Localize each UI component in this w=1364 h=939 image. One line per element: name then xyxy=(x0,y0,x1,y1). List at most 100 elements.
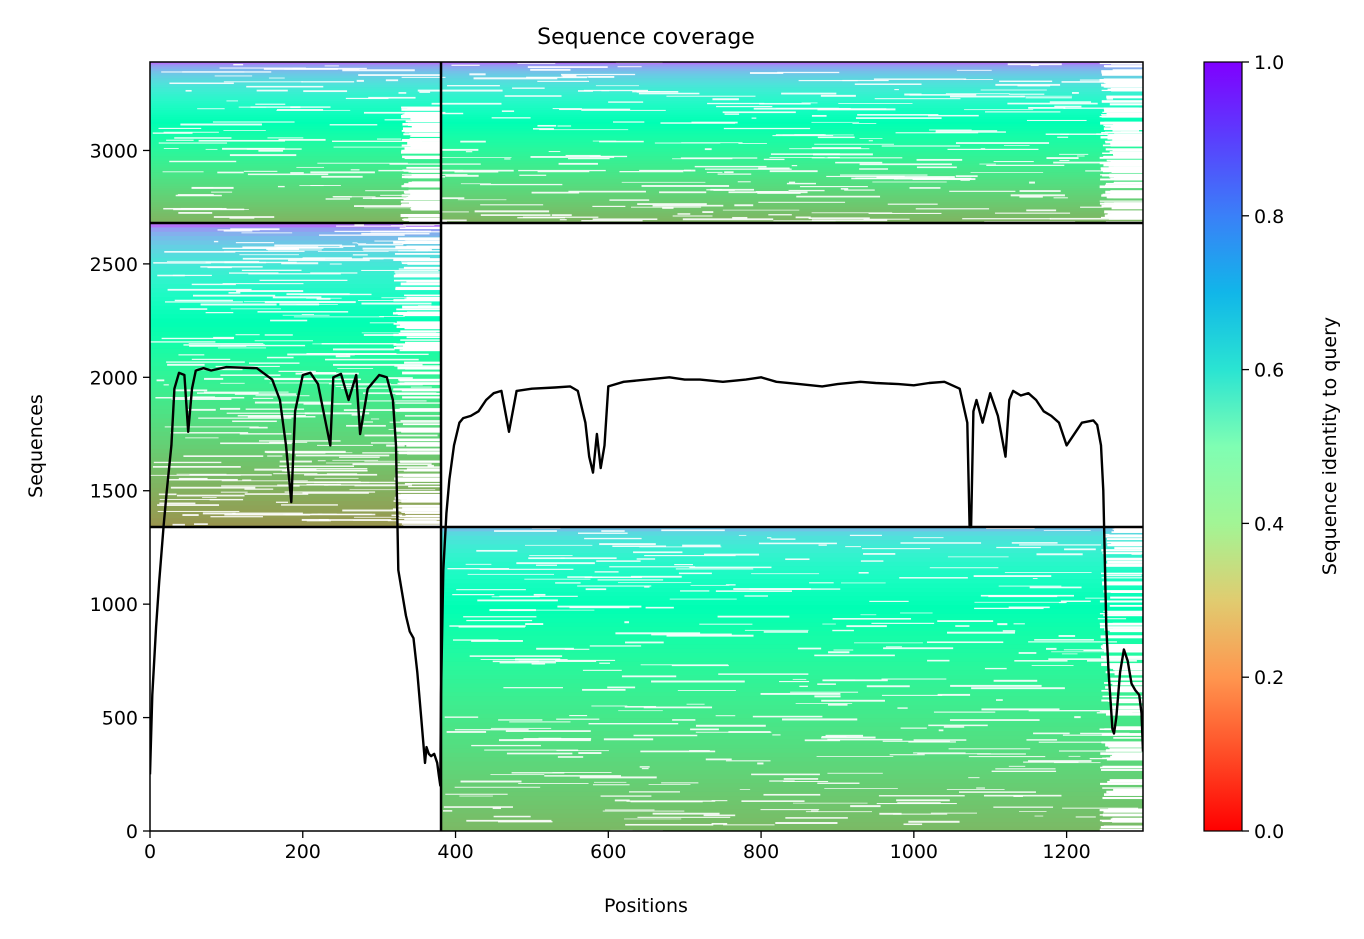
uncovered-segment xyxy=(411,174,442,177)
gap-segment xyxy=(822,679,888,682)
gap-segment xyxy=(811,121,860,123)
gap-segment xyxy=(258,149,284,152)
gap-segment xyxy=(1058,635,1076,637)
gap-segment xyxy=(277,484,329,486)
identity-band xyxy=(441,687,1143,693)
gap-segment xyxy=(1017,85,1051,87)
gap-segment xyxy=(841,582,886,584)
identity-band xyxy=(150,240,442,246)
x-tick-label: 1000 xyxy=(890,841,938,863)
gap-segment xyxy=(1059,153,1089,155)
gap-segment xyxy=(498,821,553,823)
uncovered-segment xyxy=(1109,630,1143,633)
gap-segment xyxy=(512,87,545,89)
gap-segment xyxy=(324,358,419,361)
gap-segment xyxy=(639,169,692,172)
gap-segment xyxy=(887,203,938,205)
gap-segment xyxy=(857,114,939,116)
gap-segment xyxy=(202,512,236,515)
uncovered-segment xyxy=(1112,139,1143,141)
identity-band xyxy=(150,231,442,237)
gap-segment xyxy=(1029,586,1082,589)
gap-segment xyxy=(362,452,415,454)
gap-segment xyxy=(304,412,370,415)
identity-band xyxy=(150,133,1143,137)
identity-band xyxy=(441,709,1143,715)
identity-band xyxy=(441,613,1143,619)
gap-segment xyxy=(993,806,1054,808)
gap-segment xyxy=(949,719,1040,721)
identity-band xyxy=(441,787,1143,793)
identity-band xyxy=(150,147,1143,151)
identity-band xyxy=(150,435,442,441)
gap-segment xyxy=(159,502,196,505)
identity-band xyxy=(441,583,1143,589)
gap-segment xyxy=(254,468,317,471)
gap-segment xyxy=(293,316,384,318)
identity-band xyxy=(441,579,1143,585)
gap-segment xyxy=(333,146,418,148)
uncovered-segment xyxy=(399,349,442,352)
gap-segment xyxy=(473,77,558,80)
uncovered-segment xyxy=(393,258,442,261)
gap-segment xyxy=(723,824,775,826)
gap-segment xyxy=(1062,807,1139,809)
uncovered-segment xyxy=(401,511,442,513)
gap-segment xyxy=(854,83,922,85)
gap-segment xyxy=(213,336,235,339)
uncovered-tail xyxy=(400,106,442,225)
uncovered-segment xyxy=(406,444,442,447)
identity-band xyxy=(150,470,442,476)
gap-segment xyxy=(725,760,771,762)
gap-segment xyxy=(744,629,809,631)
gap-segment xyxy=(555,582,581,584)
gap-segment xyxy=(264,377,317,380)
gap-segment xyxy=(811,810,819,812)
gap-segment xyxy=(878,795,965,797)
gap-segment xyxy=(185,89,192,92)
identity-band xyxy=(441,553,1143,559)
identity-band xyxy=(150,181,1143,185)
gap-segment xyxy=(633,734,698,737)
gap-segment xyxy=(302,492,369,494)
identity-band xyxy=(150,151,1143,155)
x-tick-label: 1200 xyxy=(1042,841,1090,863)
gap-segment xyxy=(484,749,579,751)
gap-segment xyxy=(256,89,288,92)
gap-segment xyxy=(871,622,935,624)
gap-segment xyxy=(617,66,642,68)
gap-segment xyxy=(704,168,792,170)
gap-segment xyxy=(974,607,1044,610)
gap-segment xyxy=(868,140,873,142)
identity-band xyxy=(441,670,1143,676)
identity-band xyxy=(441,631,1143,637)
gap-segment xyxy=(244,488,274,490)
uncovered-segment xyxy=(1111,752,1143,756)
gap-segment xyxy=(889,754,925,756)
x-tick-label: 600 xyxy=(590,841,626,863)
gap-segment xyxy=(328,383,391,385)
gap-segment xyxy=(584,576,642,579)
gap-segment xyxy=(1011,542,1058,544)
gap-segment xyxy=(292,67,367,70)
uncovered-segment xyxy=(402,305,442,309)
identity-band xyxy=(150,518,442,524)
gap-segment xyxy=(950,684,1042,687)
gap-segment xyxy=(269,441,308,443)
gap-segment xyxy=(354,205,414,207)
gap-segment xyxy=(690,728,719,731)
identity-band xyxy=(150,253,442,259)
gap-segment xyxy=(158,142,228,144)
uncovered-segment xyxy=(406,468,442,470)
gap-segment xyxy=(737,181,751,183)
gap-segment xyxy=(531,662,546,665)
gap-segment xyxy=(460,140,486,143)
gap-segment xyxy=(916,158,963,161)
gap-segment xyxy=(849,534,882,537)
identity-band xyxy=(441,674,1143,680)
gap-segment xyxy=(332,140,422,142)
gap-segment xyxy=(167,288,252,291)
gap-segment xyxy=(638,92,700,95)
gap-segment xyxy=(558,162,598,165)
identity-band xyxy=(441,661,1143,667)
